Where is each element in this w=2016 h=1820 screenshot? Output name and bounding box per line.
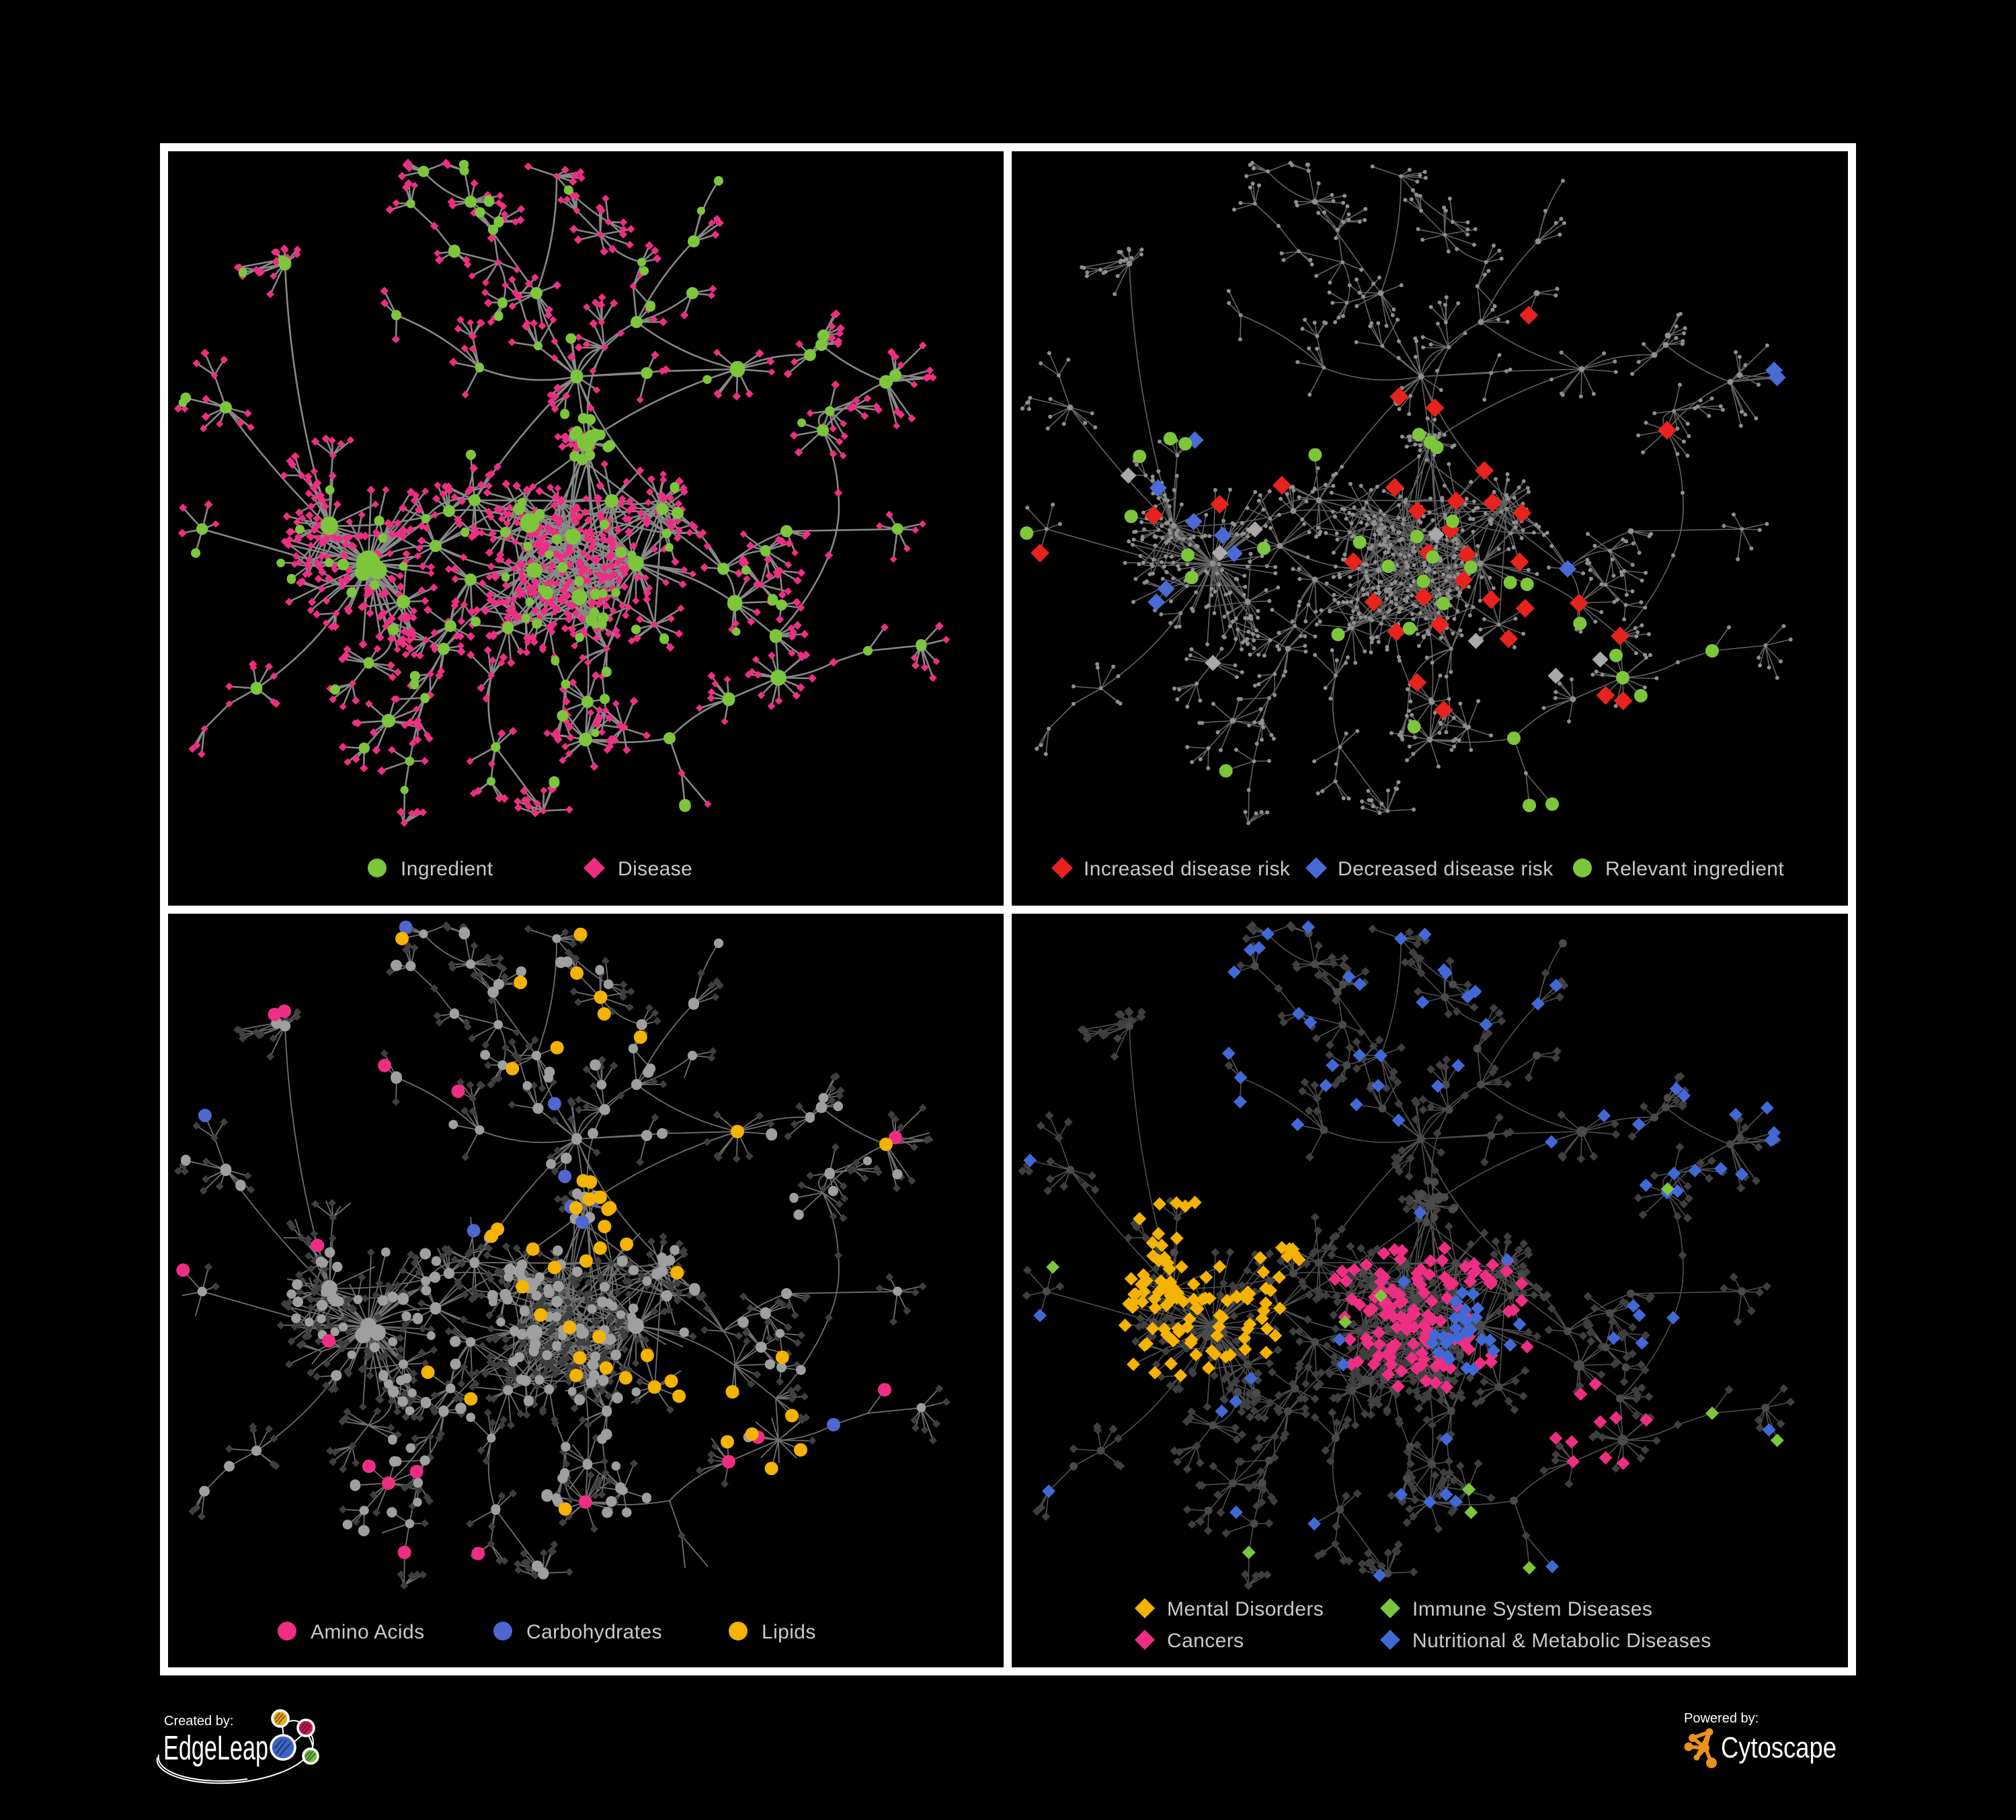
svg-text:Disease: Disease [618,858,692,880]
svg-text:EdgeLeap: EdgeLeap [163,1729,268,1767]
svg-text:Lipids: Lipids [762,1621,816,1643]
svg-text:Mental Disorders: Mental Disorders [1167,1598,1324,1620]
svg-text:Amino Acids: Amino Acids [311,1621,424,1643]
svg-text:Increased disease risk: Increased disease risk [1084,858,1291,880]
svg-text:Decreased disease risk: Decreased disease risk [1338,858,1554,880]
svg-text:Nutritional & Metabolic Diseas: Nutritional & Metabolic Diseases [1412,1630,1711,1652]
svg-text:Ingredient: Ingredient [401,858,493,880]
svg-text:Cancers: Cancers [1167,1630,1244,1652]
svg-text:Powered by:: Powered by: [1684,1711,1759,1726]
svg-text:Created by:: Created by: [164,1714,233,1729]
svg-text:Cytoscape: Cytoscape [1721,1731,1837,1764]
svg-text:Carbohydrates: Carbohydrates [526,1621,662,1643]
svg-text:Relevant ingredient: Relevant ingredient [1605,858,1784,880]
svg-text:Immune System Diseases: Immune System Diseases [1412,1598,1652,1620]
